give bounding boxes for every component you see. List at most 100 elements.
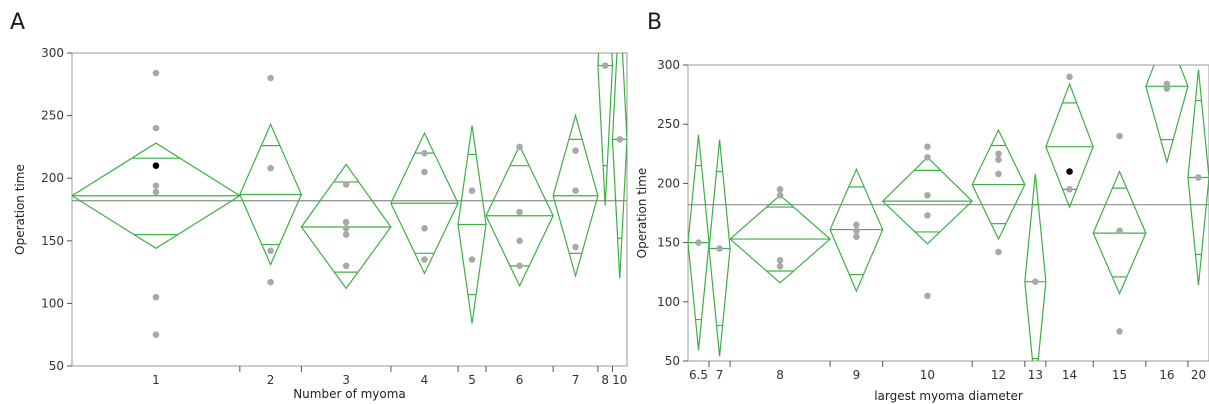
data-point <box>152 69 160 77</box>
data-point <box>267 164 274 172</box>
x-tick-label: 3 <box>342 373 350 387</box>
x-tick-label: 7 <box>572 373 580 387</box>
data-point <box>1116 328 1123 335</box>
x-axis-label: largest myoma diameter <box>874 389 1023 403</box>
y-tick-label: 250 <box>41 109 64 123</box>
data-point <box>924 292 931 300</box>
data-point <box>342 218 350 226</box>
data-point <box>995 150 1002 158</box>
data-point <box>152 182 160 190</box>
y-tick-label: 100 <box>657 295 680 309</box>
x-tick-label: 13 <box>1028 368 1043 382</box>
data-point <box>468 256 476 263</box>
data-point <box>342 181 350 188</box>
data-point <box>1195 174 1202 181</box>
data-point <box>342 262 350 270</box>
y-axis-label: Operation time <box>635 168 649 259</box>
data-point <box>924 143 931 150</box>
y-axis-label: Operation time <box>13 164 27 255</box>
x-tick-label: 7 <box>716 368 724 382</box>
data-point <box>572 147 579 154</box>
data-point <box>152 124 160 132</box>
y-tick-label: 50 <box>665 354 680 368</box>
plot-frame <box>687 64 1209 362</box>
data-point <box>516 143 523 151</box>
data-point <box>572 243 579 251</box>
x-tick-label: 8 <box>776 368 784 382</box>
y-tick-label: 150 <box>657 236 680 250</box>
data-point <box>1116 227 1123 235</box>
data-point <box>421 256 428 263</box>
x-tick-label: 8 <box>601 373 609 387</box>
data-point <box>776 257 784 264</box>
x-tick-label: 6 <box>516 373 524 387</box>
y-tick-label: 200 <box>41 171 64 185</box>
data-point <box>695 239 702 246</box>
data-point <box>995 248 1002 256</box>
y-tick-label: 300 <box>41 46 64 60</box>
x-tick-label: 15 <box>1112 368 1127 382</box>
data-point <box>468 187 476 195</box>
x-tick-label: 16 <box>1159 368 1174 382</box>
plot-area <box>688 65 1209 361</box>
panel-b-letter: B <box>647 10 663 35</box>
data-point <box>716 245 723 252</box>
x-tick-label: 6.5 <box>689 368 708 382</box>
x-tick-label: 10 <box>612 373 627 387</box>
highlighted-data-point <box>152 162 160 169</box>
x-tick-label: 2 <box>267 373 275 387</box>
data-point <box>152 293 160 301</box>
data-point <box>516 208 523 216</box>
x-axis-label: Number of myoma <box>293 387 406 401</box>
data-point <box>995 156 1002 164</box>
data-point <box>152 331 160 339</box>
plot-area <box>72 53 627 339</box>
data-point <box>342 224 350 232</box>
y-tick-label: 150 <box>41 234 64 248</box>
data-point <box>995 170 1002 178</box>
x-tick-label: 20 <box>1191 368 1206 382</box>
x-tick-label: 9 <box>853 368 861 382</box>
data-point <box>267 247 274 255</box>
data-point <box>853 227 860 235</box>
chart-a: 50 100 150 200 250 300 1 2 3 4 5 6 7 8 10 Number of myo… <box>13 46 628 401</box>
data-point <box>776 186 784 193</box>
y-tick-label: 250 <box>657 117 680 131</box>
data-point <box>1116 132 1123 140</box>
x-tick-label: 14 <box>1062 368 1077 382</box>
data-point <box>1163 80 1171 88</box>
means-diamond-16 <box>1145 65 1189 165</box>
x-tick-label: 4 <box>421 373 429 387</box>
data-point <box>1163 85 1171 92</box>
data-point <box>572 187 579 195</box>
data-point <box>342 231 350 238</box>
data-point <box>152 188 160 196</box>
data-point <box>516 262 523 270</box>
data-point <box>1066 186 1073 193</box>
data-point <box>421 224 428 232</box>
y-tick-label: 50 <box>49 359 64 373</box>
data-point <box>267 278 274 286</box>
highlighted-data-point <box>1066 168 1073 175</box>
data-point <box>776 262 784 270</box>
data-point <box>924 154 931 161</box>
means-diamond-8 <box>597 53 614 206</box>
means-diamond-20 <box>1187 69 1209 286</box>
data-point <box>516 237 523 245</box>
data-point <box>421 168 428 176</box>
y-tick-label: 200 <box>657 176 680 190</box>
x-tick-label: 5 <box>468 373 476 387</box>
data-point <box>1066 73 1073 81</box>
data-point <box>924 212 931 219</box>
data-point <box>421 149 428 157</box>
data-point <box>853 221 860 229</box>
x-tick-label: 12 <box>991 368 1006 382</box>
data-point <box>776 191 784 199</box>
panel-a-letter: A <box>10 10 26 35</box>
y-tick-label: 100 <box>41 296 64 310</box>
plot-frame <box>71 52 628 367</box>
data-point <box>601 62 609 69</box>
data-point <box>853 233 860 240</box>
chart-b: 50 100 150 200 250 300 6.5 7 8 9 10 12 13 14 15 16 20 lar… <box>635 58 1209 403</box>
